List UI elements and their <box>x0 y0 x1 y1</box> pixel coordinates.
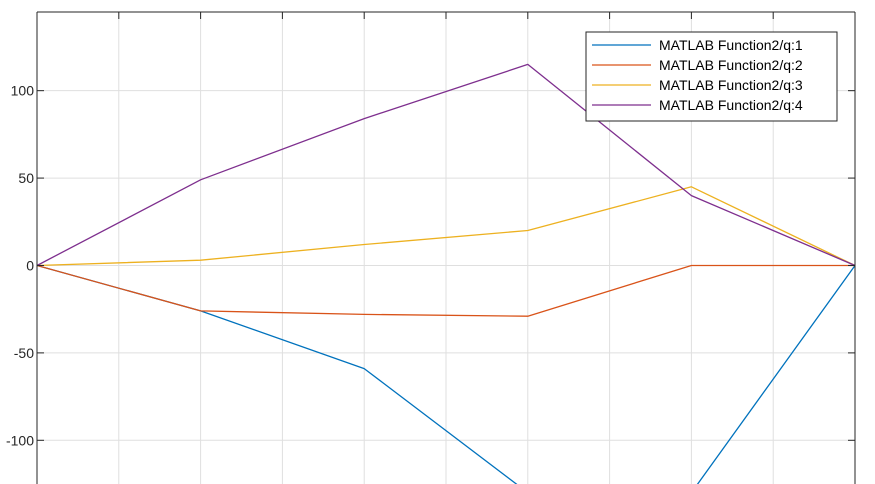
legend-label-q4: MATLAB Function2/q:4 <box>659 97 803 113</box>
series-line-q3 <box>37 186 855 267</box>
legend-label-q3: MATLAB Function2/q:3 <box>659 77 803 93</box>
y-tick-label: 100 <box>11 83 35 99</box>
legend-box <box>585 31 838 122</box>
series-line-q2 <box>37 264 855 317</box>
y-tick-label: -100 <box>6 432 34 448</box>
y-tick-label: 50 <box>18 170 34 186</box>
y-tick-label: -50 <box>14 345 34 361</box>
series-line-q4 <box>37 63 855 267</box>
y-tick-label: 0 <box>26 257 34 273</box>
legend-label-q1: MATLAB Function2/q:1 <box>659 37 803 53</box>
series-lines <box>37 63 855 484</box>
legend: MATLAB Function2/q:1 MATLAB Function2/q:2… <box>585 31 838 122</box>
axes: -100 -50 0 50 100 <box>6 11 856 484</box>
legend-label-q2: MATLAB Function2/q:2 <box>659 57 803 73</box>
